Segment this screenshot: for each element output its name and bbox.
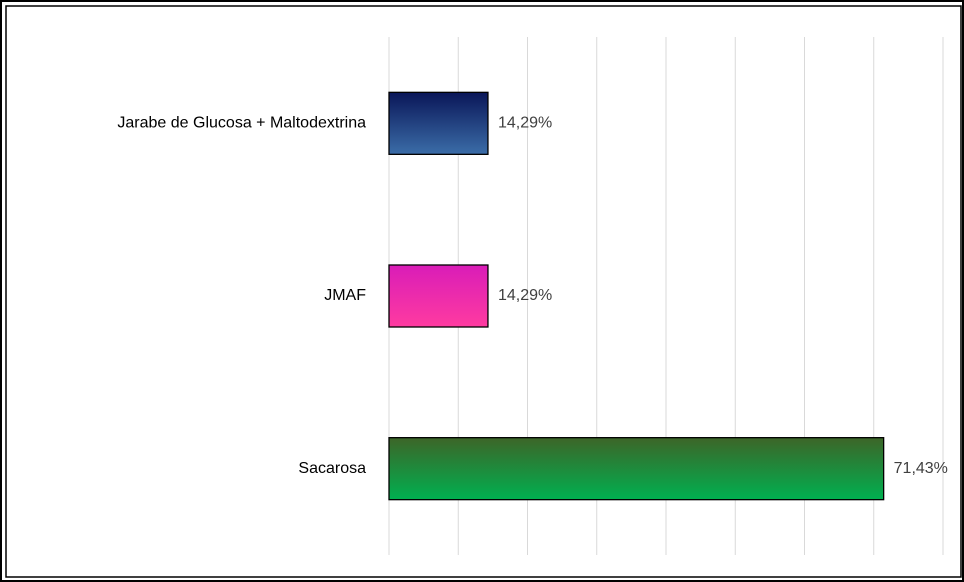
bar — [388, 264, 489, 328]
bar — [388, 91, 489, 155]
category-label: JMAF — [324, 287, 366, 304]
value-label: 71,43% — [894, 460, 948, 477]
category-label: Sacarosa — [298, 460, 366, 477]
value-label: 14,29% — [498, 287, 552, 304]
inner-border — [5, 5, 962, 578]
value-label: 14,29% — [498, 115, 552, 132]
bar — [388, 437, 885, 501]
category-label: Jarabe de Glucosa + Maltodextrina — [117, 115, 366, 132]
